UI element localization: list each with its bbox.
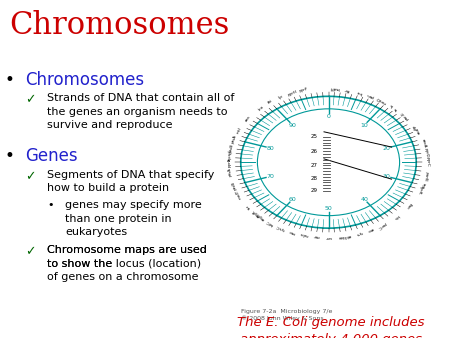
Text: xyl: xyl	[228, 150, 233, 156]
Text: 10: 10	[360, 123, 369, 127]
Text: thi: thi	[267, 99, 274, 105]
Text: leu: leu	[356, 89, 363, 94]
Text: Chromosomes: Chromosomes	[9, 10, 230, 41]
Text: 29: 29	[310, 189, 317, 193]
Text: Chromosomes: Chromosomes	[25, 71, 144, 89]
Text: zip: zip	[228, 154, 232, 161]
Text: trp: trp	[420, 182, 426, 189]
Text: argG: argG	[256, 212, 266, 221]
Text: aro: aro	[367, 226, 374, 233]
Text: par-E: par-E	[400, 110, 410, 120]
Text: nar: nar	[312, 234, 320, 238]
Text: purB: purB	[423, 171, 429, 182]
Text: 40: 40	[360, 197, 369, 202]
Text: Chromosome maps are used
to show the locus (location)
of genes on a chromosome: Chromosome maps are used to show the loc…	[47, 245, 207, 282]
Text: la: la	[389, 102, 394, 107]
Text: asd: asd	[415, 126, 422, 135]
Text: tolC: tolC	[266, 218, 275, 226]
Text: 28: 28	[310, 176, 317, 180]
Text: ptsA: ptsA	[228, 167, 233, 176]
Text: pyrH: pyrH	[287, 90, 297, 97]
Text: 25: 25	[310, 135, 317, 139]
Text: pyrC: pyrC	[426, 158, 429, 167]
Text: aroA: aroA	[421, 139, 428, 149]
Text: ✓: ✓	[25, 93, 35, 106]
Text: hsdR: hsdR	[329, 86, 340, 90]
Text: pyrF: pyrF	[299, 87, 309, 93]
Text: cys: cys	[355, 230, 363, 236]
Text: Segments of DNA that specify
how to build a protein: Segments of DNA that specify how to buil…	[47, 170, 215, 193]
Text: mtl: mtl	[236, 127, 242, 135]
Text: ptsB: ptsB	[229, 143, 234, 153]
Text: tyrR: tyrR	[417, 185, 424, 194]
Text: 80: 80	[266, 146, 274, 150]
Text: 0: 0	[327, 114, 330, 119]
Text: pyrD: pyrD	[424, 148, 429, 158]
Text: 60: 60	[288, 197, 297, 202]
Text: lip: lip	[278, 94, 284, 100]
Text: ✓: ✓	[25, 170, 35, 183]
Text: nac: nac	[288, 228, 296, 235]
Text: genes may specify more
than one protein in
eukaryotes: genes may specify more than one protein …	[65, 200, 202, 237]
Text: str: str	[245, 202, 252, 209]
Text: cycC: cycC	[275, 223, 286, 232]
Text: 26: 26	[310, 149, 317, 153]
Text: metD: metD	[376, 95, 387, 104]
Text: ✓: ✓	[25, 245, 35, 258]
Text: purC: purC	[376, 221, 387, 230]
Text: malT: malT	[235, 188, 243, 199]
Text: ptsB: ptsB	[231, 180, 238, 190]
Text: Figure 7-2a  Microbiology 7/e
© 2008 John Wiley & Sons: Figure 7-2a Microbiology 7/e © 2008 John…	[241, 309, 332, 321]
Text: ara: ara	[245, 115, 252, 122]
Text: •: •	[4, 147, 14, 165]
Text: •: •	[4, 71, 14, 89]
Text: 27: 27	[310, 163, 317, 168]
Text: argR: argR	[252, 208, 261, 218]
Text: uvr: uvr	[325, 235, 332, 239]
Text: •: •	[47, 200, 54, 210]
Text: ptsA: ptsA	[231, 134, 238, 144]
Text: 20: 20	[383, 146, 391, 150]
Text: 50: 50	[324, 206, 333, 211]
Text: 90: 90	[288, 123, 297, 127]
Text: flac: flac	[405, 202, 412, 210]
Text: 70: 70	[266, 174, 274, 179]
Text: attλ: attλ	[342, 233, 351, 238]
Text: nula: nula	[299, 231, 309, 237]
Text: The E. Coli genome includes
approximately 4,000 genes: The E. Coli genome includes approximatel…	[237, 316, 424, 338]
Text: his: his	[393, 213, 400, 220]
Text: leu: leu	[257, 104, 265, 112]
Text: Chromosome maps are used
to show the: Chromosome maps are used to show the	[47, 245, 207, 269]
Text: thr: thr	[344, 87, 351, 92]
Text: ts: ts	[394, 105, 399, 111]
Text: pyrE: pyrE	[228, 158, 231, 167]
Text: 30: 30	[383, 174, 391, 179]
Text: tip: tip	[412, 123, 418, 130]
Text: Strands of DNA that contain all of
the genes an organism needs to
survive and re: Strands of DNA that contain all of the g…	[47, 93, 234, 130]
Text: bio: bio	[338, 234, 344, 238]
Text: Genes: Genes	[25, 147, 77, 165]
Text: pan: pan	[366, 92, 375, 98]
